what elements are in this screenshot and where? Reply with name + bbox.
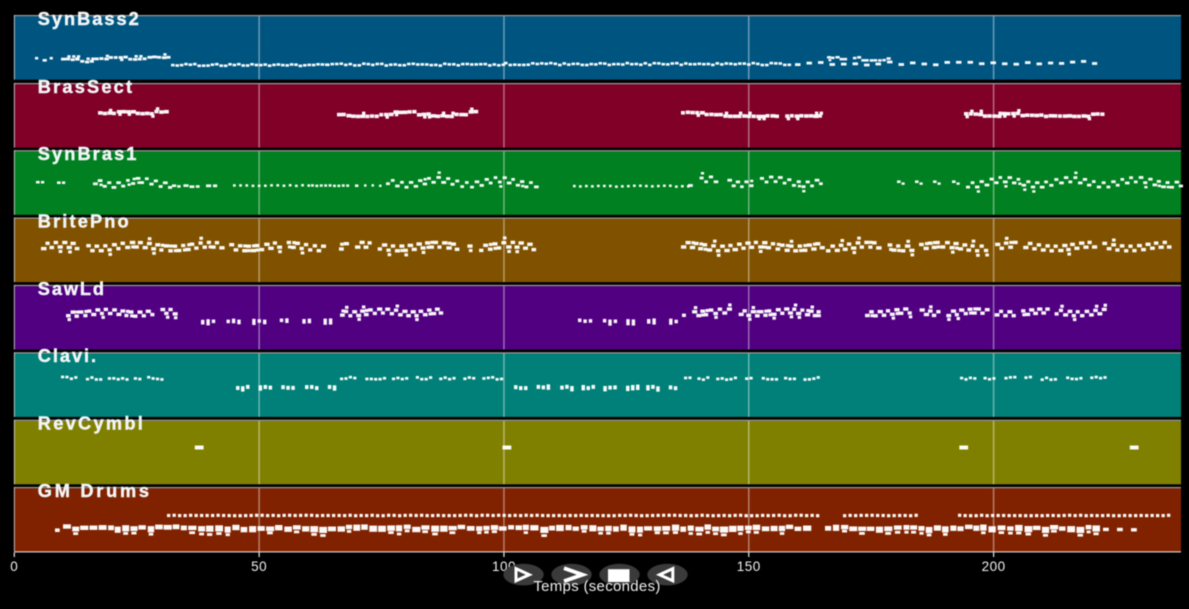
svg-text:SynBras1: SynBras1 (38, 144, 139, 164)
svg-text:200: 200 (982, 559, 1006, 574)
svg-text:SawLd: SawLd (38, 279, 106, 299)
svg-text:150: 150 (737, 559, 761, 574)
svg-text:GM Drums: GM Drums (38, 481, 152, 501)
svg-text:Clavi.: Clavi. (38, 346, 98, 366)
svg-text:SynBass2: SynBass2 (38, 9, 141, 29)
svg-text:50: 50 (251, 559, 267, 574)
svg-text:0: 0 (10, 559, 18, 574)
svg-text:BrasSect: BrasSect (38, 77, 134, 97)
svg-text:Temps (secondes): Temps (secondes) (533, 578, 660, 595)
svg-text:BritePno: BritePno (38, 211, 131, 231)
svg-text:RevCymbl: RevCymbl (38, 414, 145, 434)
